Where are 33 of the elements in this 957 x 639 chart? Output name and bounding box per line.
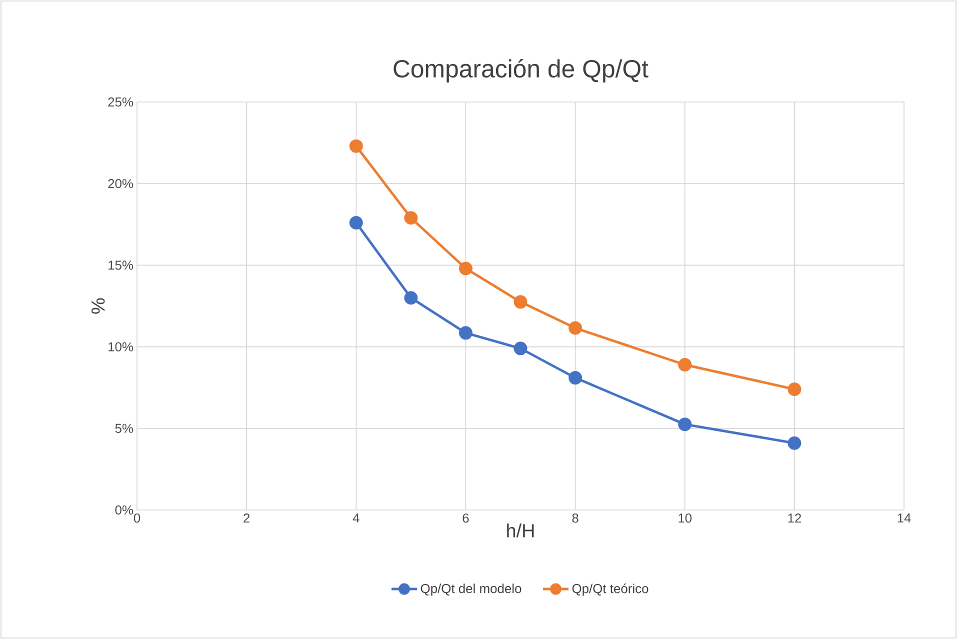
y-tick-label: 15% [108,260,134,270]
x-tick-label: 0 [134,514,140,523]
point [678,358,692,372]
point [678,418,692,432]
point [404,291,418,305]
y-tick-label: 20% [108,179,134,188]
y-tick-label: 0% [115,505,134,515]
x-tick-label: 2 [244,514,250,523]
y-axis-title: % [91,298,105,314]
legend-label: Qp/Qt teórico [572,584,648,596]
point [514,342,528,356]
point [568,371,582,385]
x-tick-label: 8 [572,514,578,523]
x-tick-label: 14 [898,514,911,522]
point [514,295,528,309]
point [788,436,802,450]
x-tick-label: 4 [352,514,360,522]
x-axis-title: h/H [507,524,534,538]
x-tick-label: 6 [462,514,469,523]
point [349,139,363,153]
point [404,211,418,225]
point [349,216,363,230]
y-tick-label: 25% [108,97,134,107]
legend-label: Qp/Qt del modelo [420,584,522,596]
point [568,321,582,335]
y-tick-label: 5% [115,424,134,433]
y-tick-label: 10% [108,342,134,352]
x-tick-label: 10 [678,514,692,523]
chart-title: Comparación de Qp/Qt [394,58,648,83]
point [788,382,802,396]
point [458,326,472,340]
point [458,262,472,276]
x-tick-label: 12 [788,514,801,523]
